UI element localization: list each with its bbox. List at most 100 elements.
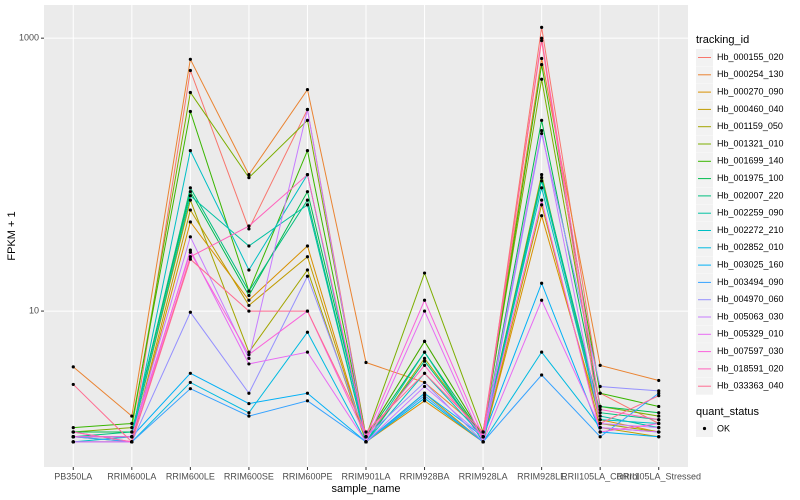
point xyxy=(247,391,251,395)
point xyxy=(364,440,368,444)
point xyxy=(422,399,427,403)
legend-label: Hb_005063_030 xyxy=(717,311,784,321)
point xyxy=(247,298,251,302)
point xyxy=(657,411,661,415)
point xyxy=(422,391,427,395)
point xyxy=(305,391,310,395)
point xyxy=(540,36,544,40)
point xyxy=(364,360,368,365)
point xyxy=(305,118,310,122)
point xyxy=(305,330,310,334)
point xyxy=(247,293,251,298)
point xyxy=(422,363,427,367)
point xyxy=(422,271,427,275)
point xyxy=(540,350,544,354)
legend-title: quant_status xyxy=(696,406,759,418)
point xyxy=(130,440,134,444)
legend-label: Hb_003494_090 xyxy=(717,277,784,287)
point xyxy=(598,391,602,395)
point xyxy=(540,131,544,136)
point xyxy=(188,186,192,190)
x-tick-label: RRIM901LA xyxy=(341,471,390,481)
legend-label: Hb_000155_020 xyxy=(717,52,784,62)
point xyxy=(247,309,251,313)
point xyxy=(422,350,427,354)
point xyxy=(657,389,661,393)
point xyxy=(364,435,368,439)
x-tick-label: RRIM928BA xyxy=(400,471,450,481)
point xyxy=(598,414,602,418)
point xyxy=(540,63,544,67)
point xyxy=(540,214,544,218)
point xyxy=(305,274,310,278)
point xyxy=(188,190,192,194)
point xyxy=(188,310,192,314)
point xyxy=(598,421,602,426)
point xyxy=(422,394,427,398)
point xyxy=(247,411,251,415)
point xyxy=(422,339,427,343)
x-tick-label: RRII105LA_Control xyxy=(561,471,639,481)
point xyxy=(540,281,544,285)
legend-label: Hb_001975_100 xyxy=(717,173,784,183)
legend-label: Hb_018591_020 xyxy=(717,363,784,373)
x-tick-label: RRIM928LE xyxy=(517,471,566,481)
point xyxy=(188,198,192,202)
point xyxy=(188,109,192,114)
point xyxy=(188,208,192,212)
point xyxy=(247,244,251,248)
point xyxy=(305,107,310,112)
legend-label: Hb_007597_030 xyxy=(717,346,784,356)
point xyxy=(481,430,485,434)
legend-label: Hb_002007_220 xyxy=(717,190,784,200)
point xyxy=(188,68,192,73)
point xyxy=(188,387,192,391)
point xyxy=(422,396,427,400)
x-tick-label: PB350LA xyxy=(54,471,92,481)
point xyxy=(598,407,602,412)
point xyxy=(130,425,134,430)
point xyxy=(422,298,427,302)
x-tick-label: RRIM600LA xyxy=(107,471,156,481)
point xyxy=(188,250,192,254)
point xyxy=(598,363,602,367)
point xyxy=(247,176,251,180)
point xyxy=(657,421,661,426)
point xyxy=(247,350,251,354)
point xyxy=(540,38,544,43)
point xyxy=(657,404,661,409)
point xyxy=(540,77,544,81)
point xyxy=(188,90,192,95)
point xyxy=(598,384,602,389)
point xyxy=(71,440,75,444)
point xyxy=(364,430,368,434)
point xyxy=(305,255,310,259)
legend-label: Hb_033363_040 xyxy=(717,381,784,391)
point xyxy=(188,220,192,224)
point xyxy=(188,257,192,261)
point xyxy=(305,399,310,403)
x-tick-label: RRIM600PE xyxy=(282,471,332,481)
point xyxy=(130,421,134,426)
legend-title: tracking_id xyxy=(696,34,749,46)
point xyxy=(188,380,192,385)
point xyxy=(305,268,310,272)
point xyxy=(657,394,661,398)
point xyxy=(598,411,602,415)
x-tick-label: RRIM928LA xyxy=(459,471,508,481)
point xyxy=(540,373,544,377)
point xyxy=(540,198,544,202)
point xyxy=(71,365,75,369)
point xyxy=(71,430,75,434)
point xyxy=(481,440,485,444)
point xyxy=(247,356,251,360)
point xyxy=(540,129,544,133)
point xyxy=(540,118,544,122)
point xyxy=(540,56,544,61)
point xyxy=(188,371,192,375)
legend-label: Hb_005329_010 xyxy=(717,329,784,339)
point xyxy=(540,173,544,177)
point xyxy=(305,190,310,194)
point xyxy=(71,435,75,439)
